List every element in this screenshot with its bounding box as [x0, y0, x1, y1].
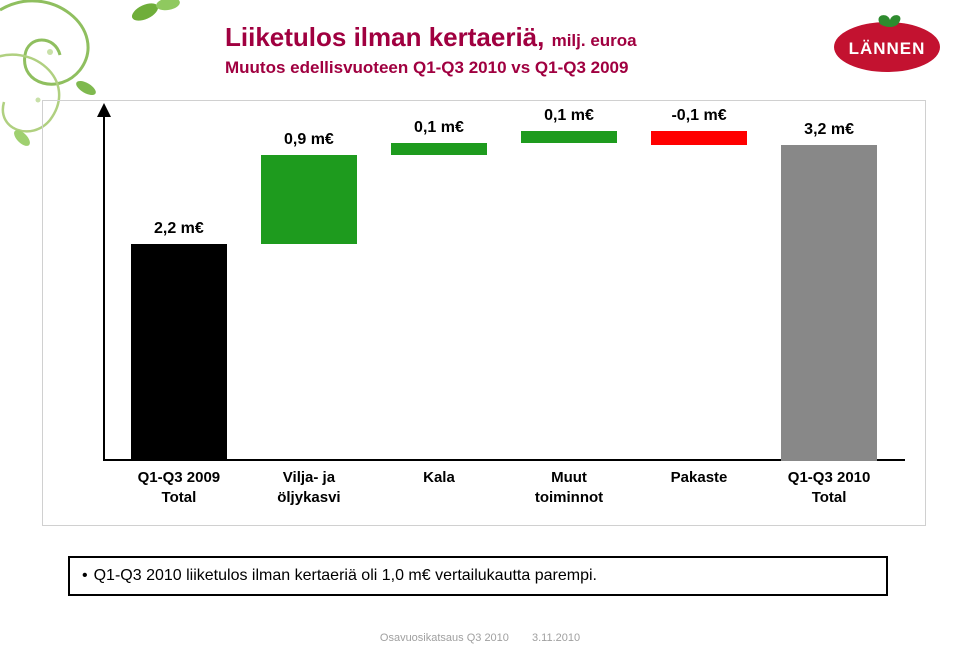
bullet-icon: • [82, 567, 88, 585]
bar-rect-vilja [261, 155, 356, 244]
bar-pakaste: -0,1 m€Pakaste [645, 115, 753, 461]
bar-xlabel2-muut: toiminnot [515, 489, 623, 506]
lannen-logo: LÄNNEN [832, 14, 942, 74]
bar-rect-muut [521, 131, 616, 143]
bar-value-label-muut: 0,1 m€ [515, 107, 623, 125]
bar-rect-pakaste [651, 131, 746, 145]
bar-end: 3,2 m€Q1-Q3 2010Total [775, 115, 883, 461]
slide: Liiketulos ilman kertaeriä, milj. euroa … [0, 0, 960, 666]
bar-start: 2,2 m€Q1-Q3 2009Total [125, 115, 233, 461]
bar-xlabel1-pakaste: Pakaste [645, 469, 753, 486]
bar-xlabel1-kala: Kala [385, 469, 493, 486]
title-unit: milj. euroa [552, 31, 637, 50]
bar-value-label-end: 3,2 m€ [775, 121, 883, 139]
footer: Osavuosikatsaus Q3 2010 3.11.2010 [0, 632, 960, 644]
bar-xlabel1-start: Q1-Q3 2009 [125, 469, 233, 486]
footer-right: 3.11.2010 [532, 632, 580, 644]
bar-xlabel1-muut: Muut [515, 469, 623, 486]
bar-value-label-kala: 0,1 m€ [385, 119, 493, 137]
waterfall-chart: 2,2 m€Q1-Q3 2009Total0,9 m€Vilja- jaöljy… [42, 100, 926, 526]
bar-value-label-vilja: 0,9 m€ [255, 131, 363, 149]
footer-left: Osavuosikatsaus Q3 2010 [380, 632, 509, 644]
note-text: Q1-Q3 2010 liiketulos ilman kertaeriä ol… [94, 567, 597, 584]
bar-xlabel1-vilja: Vilja- ja [255, 469, 363, 486]
bar-value-label-pakaste: -0,1 m€ [645, 107, 753, 125]
bar-vilja: 0,9 m€Vilja- jaöljykasvi [255, 115, 363, 461]
bar-rect-end [781, 145, 876, 461]
bar-rect-kala [391, 143, 486, 155]
logo-text: LÄNNEN [849, 39, 926, 58]
bar-value-label-start: 2,2 m€ [125, 220, 233, 238]
bar-xlabel2-start: Total [125, 489, 233, 506]
bar-xlabel2-end: Total [775, 489, 883, 506]
bar-muut: 0,1 m€Muuttoiminnot [515, 115, 623, 461]
page-title: Liiketulos ilman kertaeriä, milj. euroa [225, 22, 637, 53]
bar-xlabel2-vilja: öljykasvi [255, 489, 363, 506]
note-box: • Q1-Q3 2010 liiketulos ilman kertaeriä o… [68, 556, 888, 596]
bar-kala: 0,1 m€Kala [385, 115, 493, 461]
bars-area: 2,2 m€Q1-Q3 2009Total0,9 m€Vilja- jaöljy… [103, 115, 905, 461]
title-main: Liiketulos ilman kertaeriä, [225, 22, 544, 52]
bar-xlabel1-end: Q1-Q3 2010 [775, 469, 883, 486]
page-subtitle: Muutos edellisvuoteen Q1-Q3 2010 vs Q1-Q… [225, 58, 628, 78]
bar-rect-start [131, 244, 226, 461]
